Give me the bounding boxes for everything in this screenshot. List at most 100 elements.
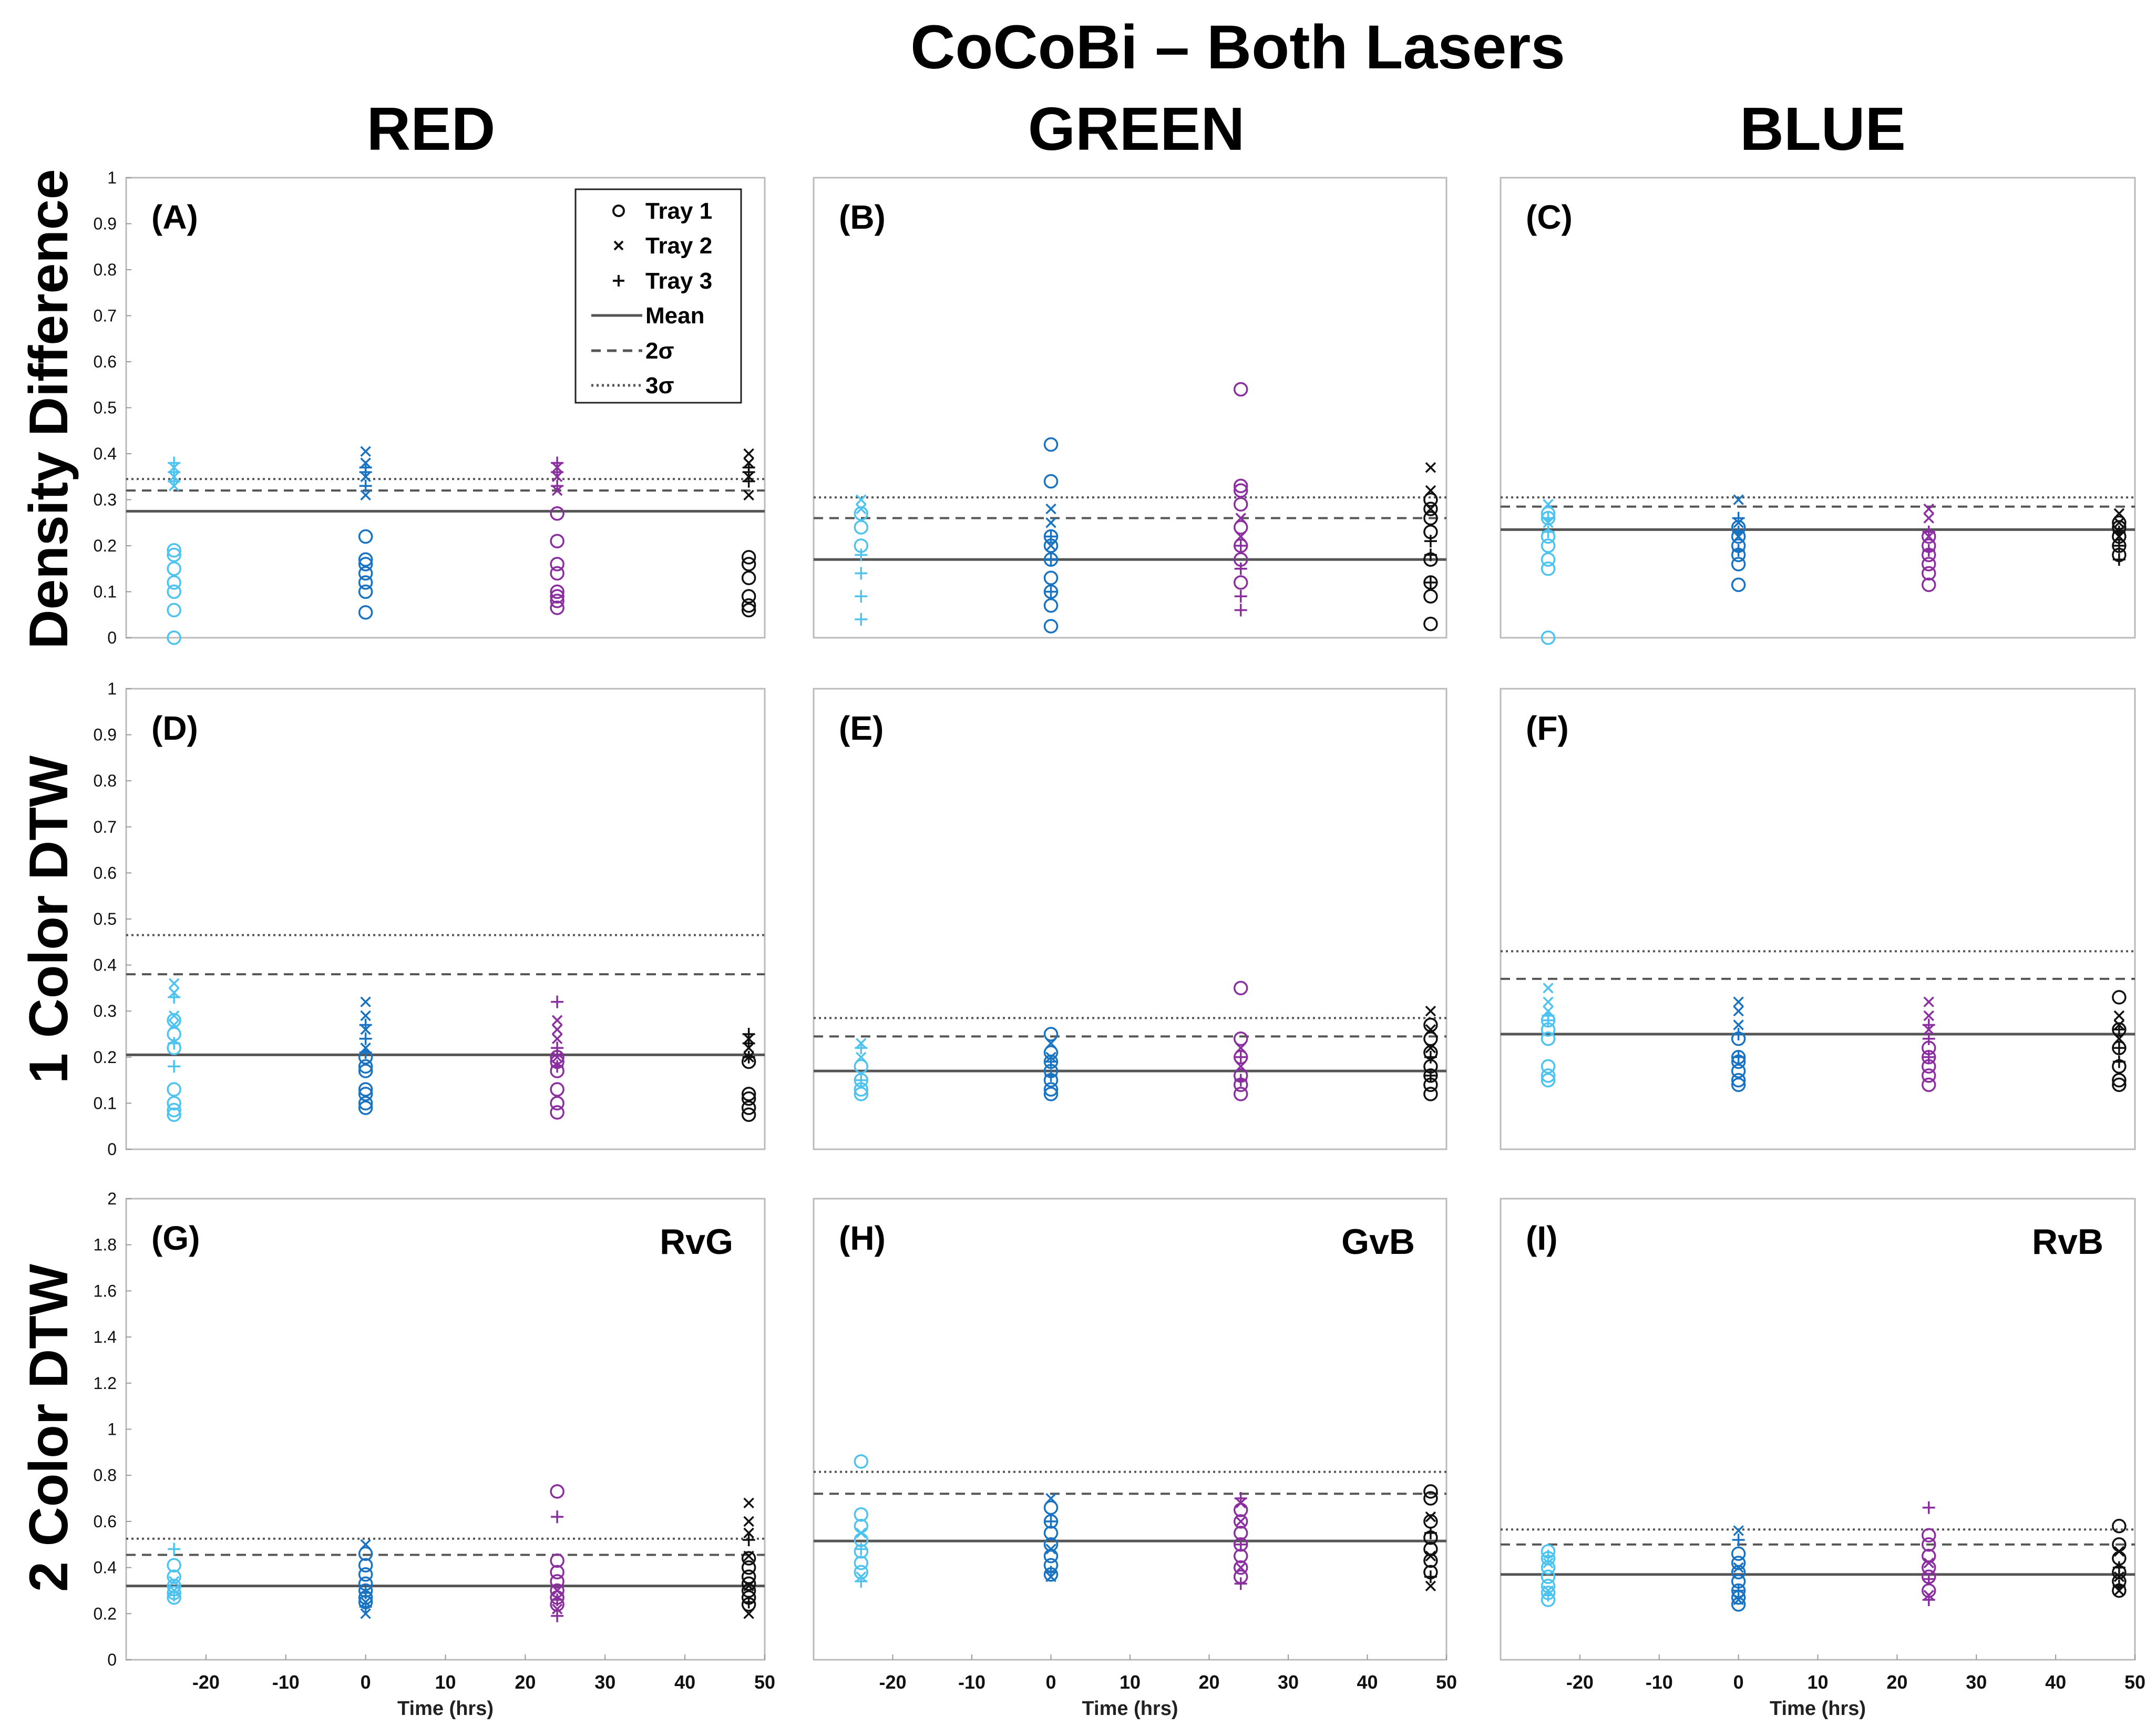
y-tick-label: 0.2: [94, 536, 117, 555]
tray1-point: [1043, 598, 1059, 613]
tray3-point: [359, 1032, 372, 1045]
y-tick-label: 0.6: [94, 352, 117, 371]
tray1-point: [358, 575, 373, 590]
y-tick-label: 0.2: [94, 1048, 117, 1067]
tray3-point: [359, 1600, 372, 1613]
tray2-point: [360, 996, 371, 1007]
tray2-point: [1425, 1580, 1436, 1591]
tray3-point: [855, 1543, 868, 1556]
tray2-point: [1733, 1019, 1744, 1030]
tray3-point: [551, 1041, 564, 1055]
tray2-point: [856, 1527, 867, 1539]
x-tick-label: -10: [1646, 1671, 1673, 1693]
y-tick-label: 0.7: [94, 818, 117, 836]
tray1-point: [741, 1569, 756, 1584]
tray1-point: [1541, 1031, 1556, 1046]
tray3-point: [1732, 544, 1745, 557]
tray3-point: [1922, 1018, 1935, 1031]
panel-grid: 00.10.20.30.40.50.60.70.80.91(A) (B) (C)00…: [94, 168, 2146, 1720]
tray2-point: [1923, 503, 1934, 515]
tray3-point: [855, 613, 868, 626]
y-tick-label: 2: [107, 1189, 117, 1208]
tray3-point: [1922, 1572, 1935, 1586]
tray2-point: [1045, 517, 1056, 528]
y-tick-label: 0.3: [94, 1002, 117, 1020]
x-tick-label: 30: [1278, 1671, 1299, 1693]
tray3-point: [1542, 525, 1555, 538]
tray1-point: [1921, 1068, 1936, 1083]
panel-b: (B): [813, 177, 1447, 639]
tray2-point: [551, 1024, 563, 1035]
tray1-point: [1731, 1556, 1746, 1570]
tray3-point: [359, 461, 372, 474]
panel-label: (H): [839, 1219, 886, 1257]
tray1-point: [1423, 1017, 1438, 1033]
tray1-point: [167, 602, 181, 618]
tray2-point: [1045, 1038, 1056, 1049]
tray1-point: [1233, 483, 1248, 498]
tray1-point: [1423, 1087, 1438, 1101]
tray1-point: [741, 570, 756, 585]
y-tick-label: 0.6: [94, 863, 117, 882]
tray1-point: [167, 1102, 181, 1118]
tray1-point: [741, 1576, 756, 1591]
tray1-point: [550, 584, 564, 599]
column-title-red: RED: [367, 95, 496, 163]
x-tick-label: 30: [594, 1671, 615, 1693]
legend-marker-tray-2: [613, 240, 624, 251]
tray1-point: [1233, 382, 1248, 397]
tray3-point: [2112, 1055, 2126, 1068]
tray1-point: [550, 594, 564, 608]
tray2-point: [1543, 499, 1554, 510]
tray2-point: [2113, 517, 2125, 528]
tray2-point: [2113, 1033, 2125, 1044]
tray1-point: [1233, 497, 1248, 512]
x-axis-label: Time (hrs): [1082, 1698, 1178, 1720]
y-tick-label: 0: [107, 1650, 117, 1669]
y-tick-label: 0.9: [94, 215, 117, 233]
tray1-point: [1043, 619, 1059, 634]
tray1-point: [741, 598, 756, 613]
tray3-point: [1044, 553, 1058, 566]
tray1-point: [358, 1096, 373, 1111]
y-tick-label: 0.6: [94, 1512, 117, 1531]
row-title-1-color-dtw: 1 Color DTW: [18, 755, 79, 1084]
x-tick-label: -10: [958, 1671, 985, 1693]
tray3-point: [359, 479, 372, 493]
tray1-point: [1423, 510, 1438, 526]
panel-f: (F): [1500, 688, 2136, 1150]
tray3-point: [2112, 1579, 2126, 1592]
tray3-point: [1234, 1050, 1247, 1064]
tray3-point: [1234, 1538, 1247, 1551]
tray1-point: [2112, 1518, 2127, 1534]
tray2-point: [1733, 1594, 1744, 1606]
y-tick-label: 0.9: [94, 726, 117, 744]
panel-frame: [1500, 177, 2136, 639]
tray1-point: [550, 1565, 564, 1580]
tray2-point: [1235, 1043, 1246, 1054]
y-tick-label: 0.1: [94, 583, 117, 601]
tray2-point: [360, 1010, 371, 1022]
tray1-point: [1921, 577, 1936, 593]
tray1-point: [854, 1087, 869, 1101]
tray2-point: [743, 1580, 754, 1591]
tray1-point: [741, 1087, 756, 1101]
tray2-point: [856, 494, 867, 505]
tray2-point: [551, 1015, 563, 1026]
tray1-point: [550, 1553, 564, 1568]
tray2-point: [1543, 996, 1554, 1007]
tray3-point: [1044, 1069, 1058, 1082]
tray1-point: [550, 566, 564, 581]
x-tick-label: 20: [1886, 1671, 1907, 1693]
tray2-point: [743, 1516, 754, 1527]
tray1-point: [741, 1560, 756, 1575]
y-tick-label: 0.8: [94, 260, 117, 279]
tray1-point: [1541, 630, 1556, 645]
y-tick-label: 1: [107, 1420, 117, 1439]
y-tick-label: 0: [107, 1140, 117, 1159]
x-axis-label: Time (hrs): [1770, 1698, 1866, 1720]
tray1-point: [1541, 538, 1556, 553]
y-tick-label: 1: [107, 168, 117, 187]
tray3-point: [1424, 1526, 1437, 1539]
